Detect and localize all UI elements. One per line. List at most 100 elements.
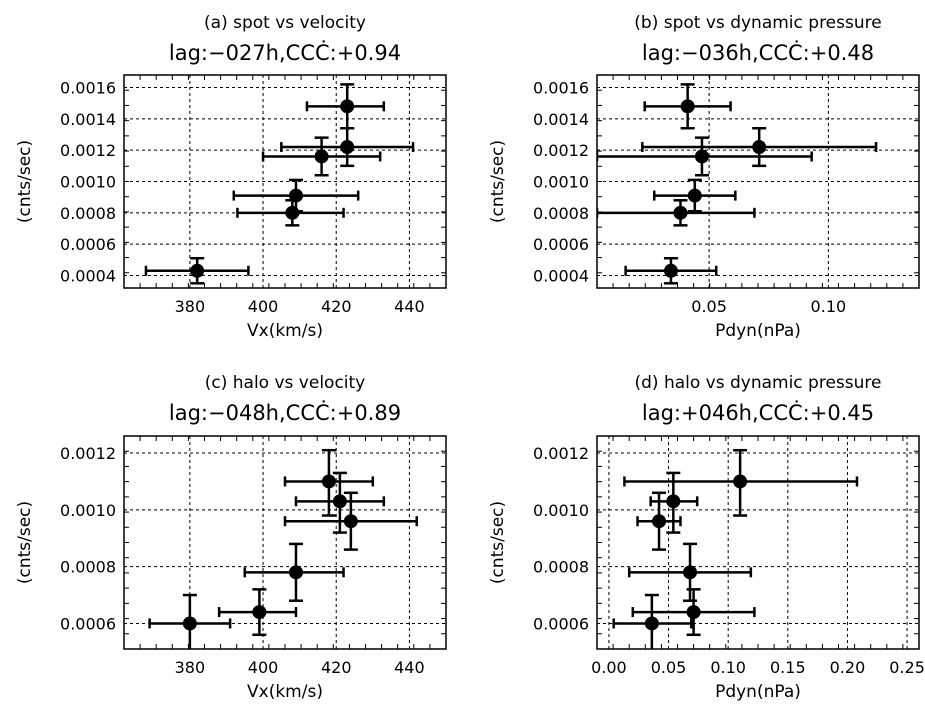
- data-point: [294, 471, 386, 534]
- point-marker: [680, 99, 695, 114]
- y-tick-label: 0.0006: [533, 614, 589, 633]
- y-tick-label: 0.0006: [60, 614, 116, 633]
- y-tick-label: 0.0012: [533, 444, 589, 463]
- x-tick-label: 400: [248, 658, 279, 677]
- panel-title: (d) halo vs dynamic pressure: [634, 373, 881, 393]
- data-point: [305, 83, 386, 130]
- x-axis-label: Vx(km/s): [247, 321, 323, 341]
- y-tick-label: 0.0008: [533, 204, 589, 223]
- panel-subtitle: lag:−027h,CCĊ:+0.94: [169, 40, 401, 65]
- y-axis-label: (cnts/sec): [15, 140, 35, 223]
- plot-frame: [123, 435, 447, 650]
- point-marker: [288, 565, 303, 580]
- point-marker: [666, 494, 681, 509]
- point-marker: [652, 514, 667, 529]
- data-point: [612, 593, 693, 649]
- x-tick-label: 0.05: [691, 297, 727, 316]
- point-marker: [332, 494, 347, 509]
- data-point: [217, 588, 298, 637]
- point-marker: [733, 474, 748, 489]
- point-marker: [190, 263, 205, 278]
- panel-3: (d) halo vs dynamic pressure lag:+046h,CC…: [488, 373, 925, 702]
- y-tick-label: 0.0010: [533, 501, 589, 520]
- panel-0: (a) spot vs velocity lag:−027h,CCĊ:+0.94…: [15, 13, 447, 341]
- x-tick-label: 380: [175, 658, 206, 677]
- y-tick-label: 0.0012: [60, 444, 116, 463]
- point-marker: [644, 616, 659, 631]
- data-point: [624, 256, 718, 285]
- x-tick-label: 400: [248, 297, 279, 316]
- data-point: [597, 199, 756, 227]
- data-point: [280, 127, 415, 168]
- x-tick-label: 440: [394, 658, 425, 677]
- y-axis-label: (cnts/sec): [488, 140, 508, 223]
- panel-title: (a) spot vs velocity: [204, 13, 366, 33]
- data-point: [631, 588, 756, 637]
- x-tick-label: 0.15: [770, 658, 806, 677]
- plot-frame: [596, 435, 920, 650]
- x-axis-label: Pdyn(nPa): [715, 321, 801, 341]
- panel-subtitle: lag:+046h,CCĊ:+0.45: [642, 400, 874, 425]
- points-layer: [148, 448, 418, 649]
- point-marker: [340, 140, 355, 155]
- data-point: [283, 491, 418, 551]
- panel-subtitle: lag:−036h,CCĊ:+0.48: [642, 40, 874, 65]
- point-marker: [340, 99, 355, 114]
- x-tick-label: 0.05: [651, 658, 687, 677]
- x-tick-label: 420: [321, 297, 352, 316]
- y-tick-label: 0.0008: [60, 558, 116, 577]
- points-layer: [144, 83, 415, 285]
- data-point: [144, 256, 250, 285]
- y-tick-label: 0.0010: [533, 173, 589, 192]
- data-point: [148, 593, 232, 649]
- x-tick-label: 380: [175, 297, 206, 316]
- x-axis-label: Vx(km/s): [247, 682, 323, 702]
- data-point: [641, 127, 878, 168]
- data-point: [643, 83, 732, 130]
- y-tick-label: 0.0010: [60, 173, 116, 192]
- panel-1: (b) spot vs dynamic pressure lag:−036h,CC…: [488, 13, 920, 341]
- data-point: [283, 448, 375, 517]
- x-tick-label: 0.10: [811, 297, 847, 316]
- panel-subtitle: lag:−048h,CCĊ:+0.89: [169, 400, 401, 425]
- point-marker: [321, 474, 336, 489]
- panel-title: (c) halo vs velocity: [205, 373, 366, 393]
- point-marker: [314, 149, 329, 164]
- data-point: [652, 178, 737, 213]
- data-point: [236, 199, 345, 227]
- point-marker: [288, 188, 303, 203]
- y-axis-label: (cnts/sec): [15, 501, 35, 584]
- point-marker: [343, 514, 358, 529]
- data-point: [636, 491, 682, 551]
- x-tick-label: 0.10: [710, 658, 746, 677]
- panel-title: (b) spot vs dynamic pressure: [634, 13, 881, 33]
- panel-2: (c) halo vs velocity lag:−048h,CCĊ:+0.89…: [15, 373, 447, 702]
- points-layer: [597, 83, 878, 285]
- x-tick-label: 0.20: [830, 658, 866, 677]
- y-tick-label: 0.0014: [60, 110, 116, 129]
- y-tick-label: 0.0006: [60, 235, 116, 254]
- data-point: [261, 136, 382, 177]
- point-marker: [694, 149, 709, 164]
- y-tick-label: 0.0006: [533, 235, 589, 254]
- y-tick-label: 0.0012: [60, 141, 116, 160]
- point-marker: [752, 140, 767, 155]
- x-axis-label: Pdyn(nPa): [715, 682, 801, 702]
- y-tick-label: 0.0016: [60, 79, 116, 98]
- y-tick-label: 0.0008: [533, 558, 589, 577]
- point-marker: [687, 188, 702, 203]
- x-tick-label: 440: [394, 297, 425, 316]
- point-marker: [182, 616, 197, 631]
- point-marker: [683, 565, 698, 580]
- point-marker: [673, 205, 688, 220]
- y-tick-label: 0.0004: [533, 266, 589, 285]
- y-axis-label: (cnts/sec): [488, 501, 508, 584]
- point-marker: [686, 605, 701, 620]
- data-point: [243, 542, 345, 602]
- points-layer: [612, 448, 859, 649]
- data-point: [232, 178, 360, 213]
- y-tick-label: 0.0016: [533, 79, 589, 98]
- x-tick-label: 0.00: [591, 658, 627, 677]
- data-point: [627, 542, 753, 602]
